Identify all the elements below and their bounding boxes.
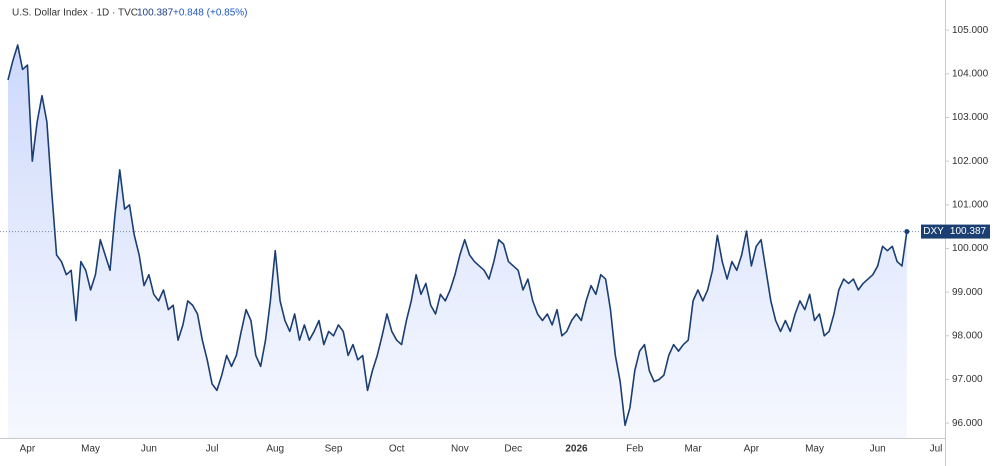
x-tick-label: Jul — [930, 444, 943, 455]
x-tick-label: May — [805, 444, 824, 455]
price-change: +0.848 (+0.85%) — [173, 8, 248, 19]
tag-price-bg — [946, 224, 990, 239]
x-tick-label: 2026 — [565, 444, 588, 455]
x-tick-label: Dec — [504, 444, 522, 455]
x-tick-label: Apr — [744, 444, 760, 455]
last-point — [904, 229, 910, 235]
x-tick-label: Jul — [206, 444, 219, 455]
x-tick-label: Aug — [266, 444, 284, 455]
y-tick-label: 105.000 — [952, 25, 989, 36]
y-tick-label: 102.000 — [952, 156, 989, 167]
area — [8, 44, 907, 438]
y-tick-label: 99.000 — [952, 287, 983, 298]
y-tick-label: 104.000 — [952, 68, 989, 79]
y-tick-label: 97.000 — [952, 374, 983, 385]
x-tick-label: Nov — [451, 444, 469, 455]
last-price: 100.387 — [137, 8, 174, 19]
price-line — [7, 44, 908, 427]
x-tick-label: May — [81, 444, 100, 455]
x-tick-label: Sep — [325, 444, 343, 455]
x-tick-label: Feb — [626, 444, 644, 455]
y-tick-label: 101.000 — [952, 199, 989, 210]
y-tick-label: 98.000 — [952, 330, 983, 341]
x-tick-label: Apr — [20, 444, 36, 455]
tag-name-bg — [921, 224, 946, 239]
header: U.S. Dollar Index · 1D · TVC 100.387 +0.… — [12, 8, 248, 19]
y-tick-label: 100.000 — [952, 243, 989, 254]
x-tick-label: Mar — [684, 444, 702, 455]
x-tick-label: Jun — [141, 444, 157, 455]
y-tick-label: 96.000 — [952, 418, 983, 429]
x-tick-label: Jun — [870, 444, 886, 455]
tag-name: DXY — [923, 226, 944, 237]
tag-price: 100.387 — [950, 226, 987, 237]
chart-title: U.S. Dollar Index · 1D · TVC — [12, 8, 138, 19]
x-tick-label: Oct — [389, 444, 405, 455]
y-tick-label: 103.000 — [952, 112, 989, 123]
